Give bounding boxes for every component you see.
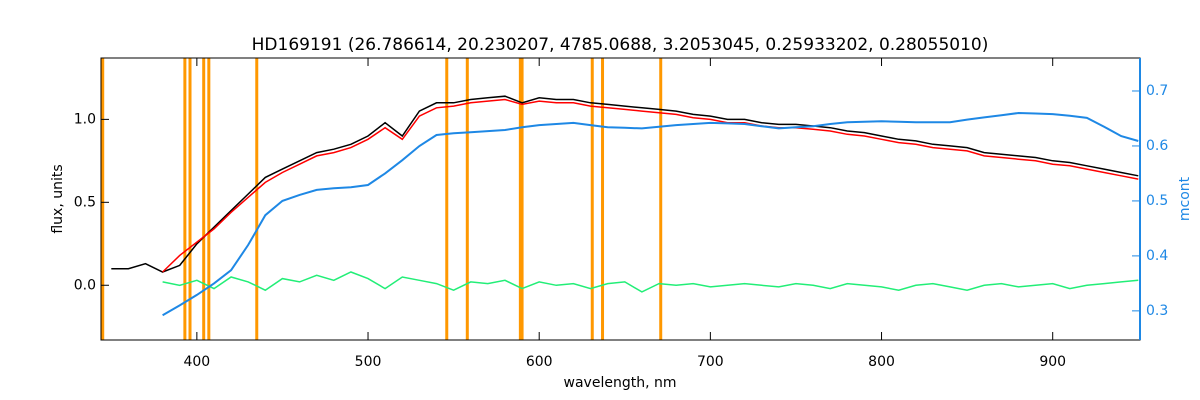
y2-tick-label: 0.7 <box>1146 83 1168 99</box>
chart-title: HD169191 (26.786614, 20.230207, 4785.068… <box>252 35 989 55</box>
y2-tick-label: 0.4 <box>1146 248 1168 264</box>
y-tick-label: 0.0 <box>74 277 96 293</box>
y-tick-label: 0.5 <box>74 194 96 210</box>
x-tick-label: 900 <box>1039 354 1066 370</box>
y2-tick-label: 0.3 <box>1146 303 1168 319</box>
series-line <box>162 271 1139 293</box>
x-tick-label: 600 <box>526 354 553 370</box>
x-tick-label: 400 <box>183 354 210 370</box>
x-tick-label: 700 <box>697 354 724 370</box>
y-axis-label: flux, units <box>50 164 66 233</box>
y-tick-label: 1.0 <box>74 111 96 127</box>
x-axis-label: wavelength, nm <box>564 375 677 391</box>
x-tick-label: 800 <box>868 354 895 370</box>
x-tick-label: 500 <box>355 354 382 370</box>
series-line <box>111 95 1139 273</box>
y2-tick-label: 0.5 <box>1146 193 1168 209</box>
y2-tick-label: 0.6 <box>1146 138 1168 154</box>
y2-axis-label: mcont <box>1177 176 1193 221</box>
series-line <box>162 98 1139 273</box>
series-line <box>162 111 1139 317</box>
